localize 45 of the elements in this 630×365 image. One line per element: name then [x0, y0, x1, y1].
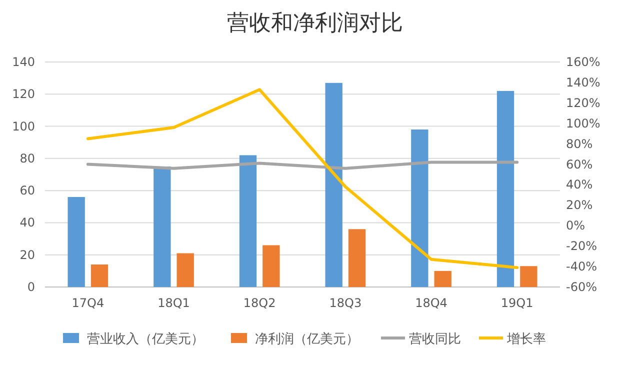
- x-tick-label: 19Q1: [500, 296, 534, 310]
- bar: [90, 264, 108, 287]
- y-tick-label: 20: [20, 248, 35, 262]
- bar: [411, 130, 428, 287]
- chart-title: 营收和净利润对比: [227, 11, 403, 36]
- legend-label: 净利润（亿美元）: [255, 331, 359, 347]
- y2-tick-label: -60%: [566, 280, 598, 294]
- x-tick-label: 18Q1: [158, 296, 190, 310]
- y-tick-label: 140: [12, 55, 35, 69]
- legend-label: 营业收入（亿美元）: [87, 331, 204, 347]
- bar: [325, 82, 342, 287]
- x-tick-label: 17Q4: [72, 296, 104, 310]
- legend-label: 增长率: [506, 331, 546, 347]
- y2-tick-label: 80%: [566, 136, 593, 151]
- y2-tick-label: 40%: [566, 178, 593, 192]
- bar: [262, 245, 280, 287]
- bar: [239, 155, 257, 287]
- y2-tick-label: -40%: [566, 260, 598, 274]
- y2-tick-label: 20%: [566, 198, 593, 212]
- bar: [154, 166, 171, 287]
- y2-tick-label: -20%: [566, 239, 598, 254]
- bar: [68, 197, 85, 287]
- bar: [496, 90, 514, 287]
- y2-tick-label: 60%: [566, 157, 593, 172]
- y2-tick-label: 0%: [566, 218, 586, 233]
- bar: [520, 266, 538, 287]
- x-tick-label: 18Q3: [329, 296, 362, 310]
- x-tick-label: 18Q4: [415, 296, 448, 310]
- y-tick-label: 80: [20, 151, 35, 166]
- y2-tick-label: 140%: [566, 75, 600, 90]
- bar: [176, 253, 194, 287]
- y-tick-label: 60: [20, 184, 35, 198]
- y-tick-label: 120: [12, 87, 35, 102]
- y2-tick-label: 120%: [566, 96, 600, 110]
- y-tick-label: 0: [27, 280, 35, 294]
- bar: [348, 229, 366, 287]
- x-tick-label: 18Q2: [243, 296, 276, 310]
- legend-label: 营收同比: [409, 332, 461, 347]
- bar: [434, 270, 452, 287]
- y2-tick-label: 160%: [566, 55, 600, 69]
- y2-tick-label: 100%: [566, 116, 600, 130]
- line-series: [86, 160, 519, 170]
- y-tick-label: 100: [12, 119, 35, 134]
- y-tick-label: 40: [20, 216, 35, 230]
- line-series: [86, 88, 519, 270]
